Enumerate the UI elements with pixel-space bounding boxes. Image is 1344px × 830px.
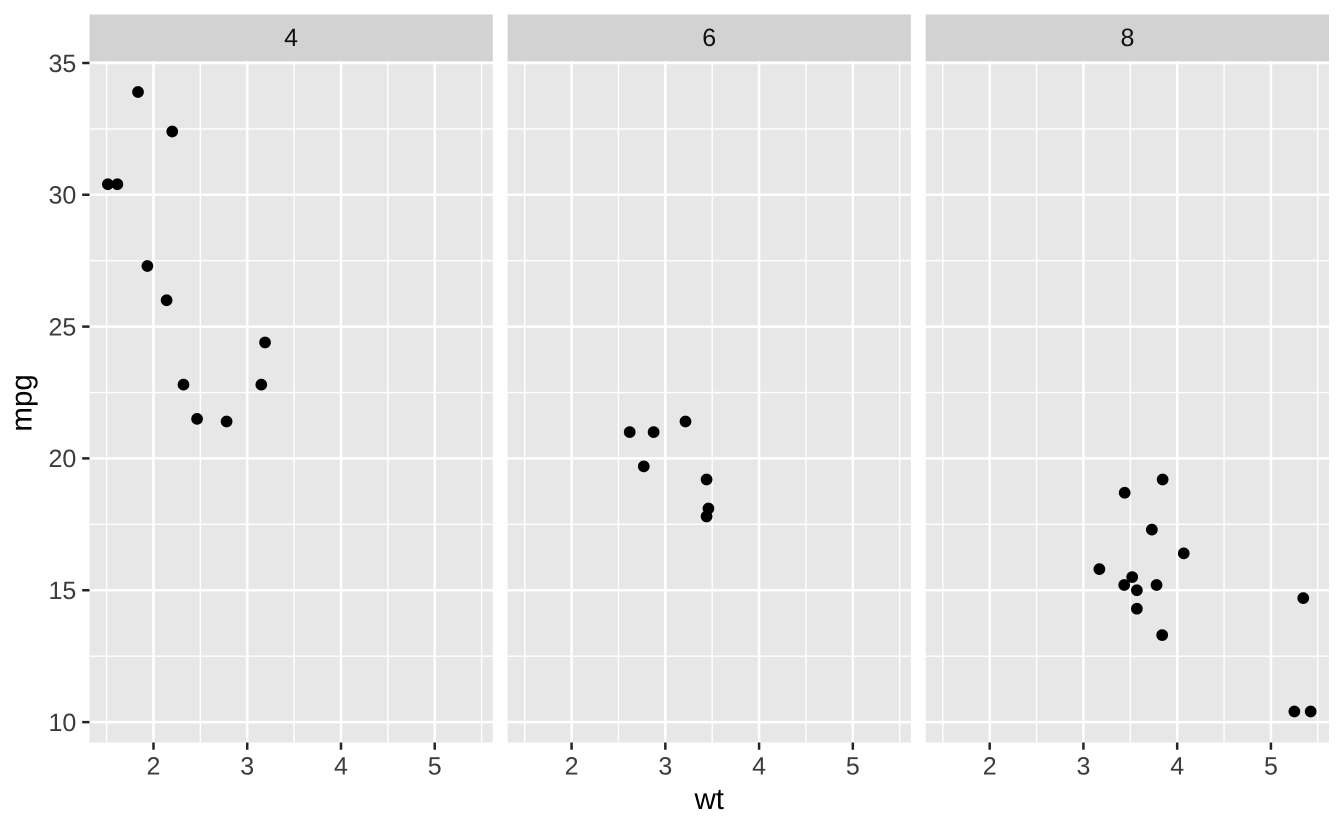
svg-text:4: 4 bbox=[752, 753, 766, 781]
svg-text:10: 10 bbox=[48, 709, 76, 737]
svg-text:30: 30 bbox=[48, 182, 76, 210]
svg-text:6: 6 bbox=[702, 24, 716, 52]
svg-text:8: 8 bbox=[1120, 24, 1134, 52]
svg-text:20: 20 bbox=[48, 445, 76, 473]
svg-text:4: 4 bbox=[284, 24, 298, 52]
svg-text:3: 3 bbox=[658, 753, 672, 781]
svg-text:5: 5 bbox=[428, 753, 442, 781]
svg-text:wt: wt bbox=[693, 783, 724, 816]
svg-text:2: 2 bbox=[565, 753, 579, 781]
svg-text:25: 25 bbox=[48, 313, 76, 341]
svg-text:5: 5 bbox=[1264, 753, 1278, 781]
svg-text:2: 2 bbox=[147, 753, 161, 781]
svg-text:2: 2 bbox=[983, 753, 997, 781]
svg-text:4: 4 bbox=[1170, 753, 1184, 781]
svg-text:5: 5 bbox=[846, 753, 860, 781]
svg-text:3: 3 bbox=[1076, 753, 1090, 781]
svg-text:mpg: mpg bbox=[6, 374, 39, 431]
svg-text:4: 4 bbox=[334, 753, 348, 781]
svg-text:15: 15 bbox=[48, 577, 76, 605]
svg-text:3: 3 bbox=[240, 753, 254, 781]
svg-text:35: 35 bbox=[48, 50, 76, 78]
